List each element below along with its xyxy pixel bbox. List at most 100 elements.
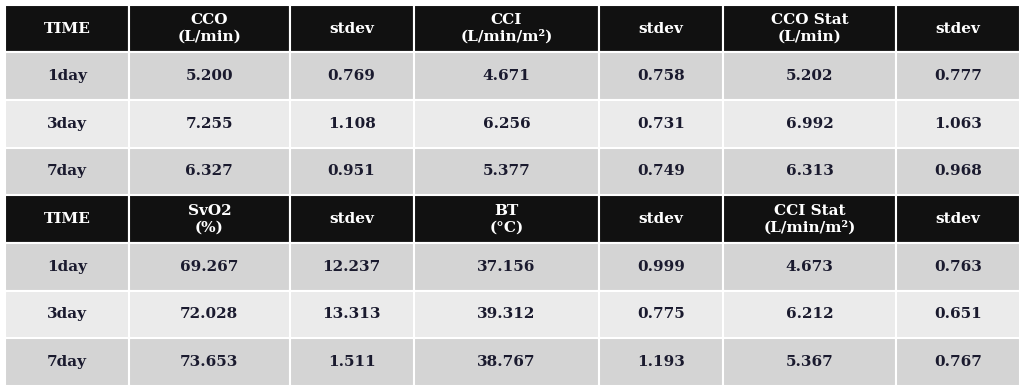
- Bar: [290, 100, 413, 148]
- Bar: [896, 196, 1020, 243]
- Text: 0.769: 0.769: [328, 69, 375, 83]
- Bar: [5, 5, 129, 52]
- Bar: [129, 243, 290, 291]
- Bar: [5, 291, 129, 338]
- Bar: [600, 5, 723, 52]
- Text: CCI
(L/min/m²): CCI (L/min/m²): [460, 13, 552, 44]
- Bar: [600, 196, 723, 243]
- Bar: [5, 100, 129, 148]
- Text: 6.992: 6.992: [785, 117, 833, 131]
- Bar: [290, 148, 413, 196]
- Text: 4.671: 4.671: [483, 69, 530, 83]
- Text: 72.028: 72.028: [180, 307, 239, 321]
- Bar: [5, 148, 129, 196]
- Text: 0.777: 0.777: [934, 69, 982, 83]
- Text: 5.200: 5.200: [186, 69, 233, 83]
- Text: CCO Stat
(L/min): CCO Stat (L/min): [771, 13, 849, 44]
- Bar: [723, 291, 896, 338]
- Bar: [600, 338, 723, 386]
- Text: 5.377: 5.377: [483, 165, 530, 178]
- Bar: [896, 5, 1020, 52]
- Bar: [413, 243, 600, 291]
- Text: TIME: TIME: [43, 212, 90, 226]
- Text: 0.775: 0.775: [638, 307, 685, 321]
- Bar: [129, 100, 290, 148]
- Text: SvO2
(%): SvO2 (%): [188, 204, 231, 234]
- Text: 12.237: 12.237: [323, 260, 380, 274]
- Text: 1day: 1day: [47, 69, 87, 83]
- Text: 0.999: 0.999: [638, 260, 685, 274]
- Text: 0.767: 0.767: [934, 355, 982, 369]
- Bar: [129, 291, 290, 338]
- Bar: [5, 196, 129, 243]
- Text: 3day: 3day: [47, 117, 87, 131]
- Text: 0.763: 0.763: [934, 260, 982, 274]
- Bar: [129, 338, 290, 386]
- Text: stdev: stdev: [936, 22, 981, 36]
- Bar: [290, 52, 413, 100]
- Bar: [896, 338, 1020, 386]
- Text: stdev: stdev: [329, 212, 374, 226]
- Bar: [290, 338, 413, 386]
- Text: stdev: stdev: [329, 22, 374, 36]
- Bar: [129, 196, 290, 243]
- Text: 5.367: 5.367: [785, 355, 833, 369]
- Bar: [413, 148, 600, 196]
- Text: 0.651: 0.651: [934, 307, 982, 321]
- Text: 73.653: 73.653: [180, 355, 239, 369]
- Bar: [896, 52, 1020, 100]
- Text: stdev: stdev: [639, 212, 684, 226]
- Text: 39.312: 39.312: [477, 307, 535, 321]
- Text: 0.951: 0.951: [328, 165, 375, 178]
- Text: 38.767: 38.767: [477, 355, 535, 369]
- Text: CCI Stat
(L/min/m²): CCI Stat (L/min/m²): [764, 204, 856, 235]
- Bar: [290, 291, 413, 338]
- Bar: [129, 148, 290, 196]
- Bar: [413, 52, 600, 100]
- Text: 0.968: 0.968: [934, 165, 982, 178]
- Bar: [896, 100, 1020, 148]
- Bar: [896, 148, 1020, 196]
- Text: 0.758: 0.758: [638, 69, 685, 83]
- Text: 6.327: 6.327: [186, 165, 234, 178]
- Bar: [896, 291, 1020, 338]
- Bar: [600, 148, 723, 196]
- Bar: [129, 5, 290, 52]
- Bar: [600, 52, 723, 100]
- Text: stdev: stdev: [936, 212, 981, 226]
- Text: 6.313: 6.313: [785, 165, 833, 178]
- Bar: [723, 5, 896, 52]
- Text: 1.108: 1.108: [328, 117, 375, 131]
- Text: 1day: 1day: [47, 260, 87, 274]
- Text: 1.511: 1.511: [328, 355, 375, 369]
- Text: CCO
(L/min): CCO (L/min): [177, 13, 241, 44]
- Bar: [413, 338, 600, 386]
- Text: 0.731: 0.731: [638, 117, 685, 131]
- Text: 1.063: 1.063: [934, 117, 982, 131]
- Bar: [600, 291, 723, 338]
- Bar: [290, 5, 413, 52]
- Text: 6.256: 6.256: [483, 117, 530, 131]
- Text: 5.202: 5.202: [786, 69, 833, 83]
- Bar: [413, 196, 600, 243]
- Text: TIME: TIME: [43, 22, 90, 36]
- Text: BT
(°C): BT (°C): [489, 204, 524, 234]
- Bar: [723, 196, 896, 243]
- Bar: [290, 243, 413, 291]
- Text: 6.212: 6.212: [786, 307, 833, 321]
- Bar: [5, 243, 129, 291]
- Text: 0.749: 0.749: [638, 165, 685, 178]
- Text: 4.673: 4.673: [785, 260, 833, 274]
- Bar: [5, 52, 129, 100]
- Text: 3day: 3day: [47, 307, 87, 321]
- Text: 7.255: 7.255: [186, 117, 233, 131]
- Text: stdev: stdev: [639, 22, 684, 36]
- Text: 1.193: 1.193: [638, 355, 685, 369]
- Bar: [600, 100, 723, 148]
- Text: 69.267: 69.267: [180, 260, 239, 274]
- Bar: [723, 100, 896, 148]
- Bar: [129, 52, 290, 100]
- Bar: [896, 243, 1020, 291]
- Text: 7day: 7day: [47, 165, 87, 178]
- Bar: [723, 338, 896, 386]
